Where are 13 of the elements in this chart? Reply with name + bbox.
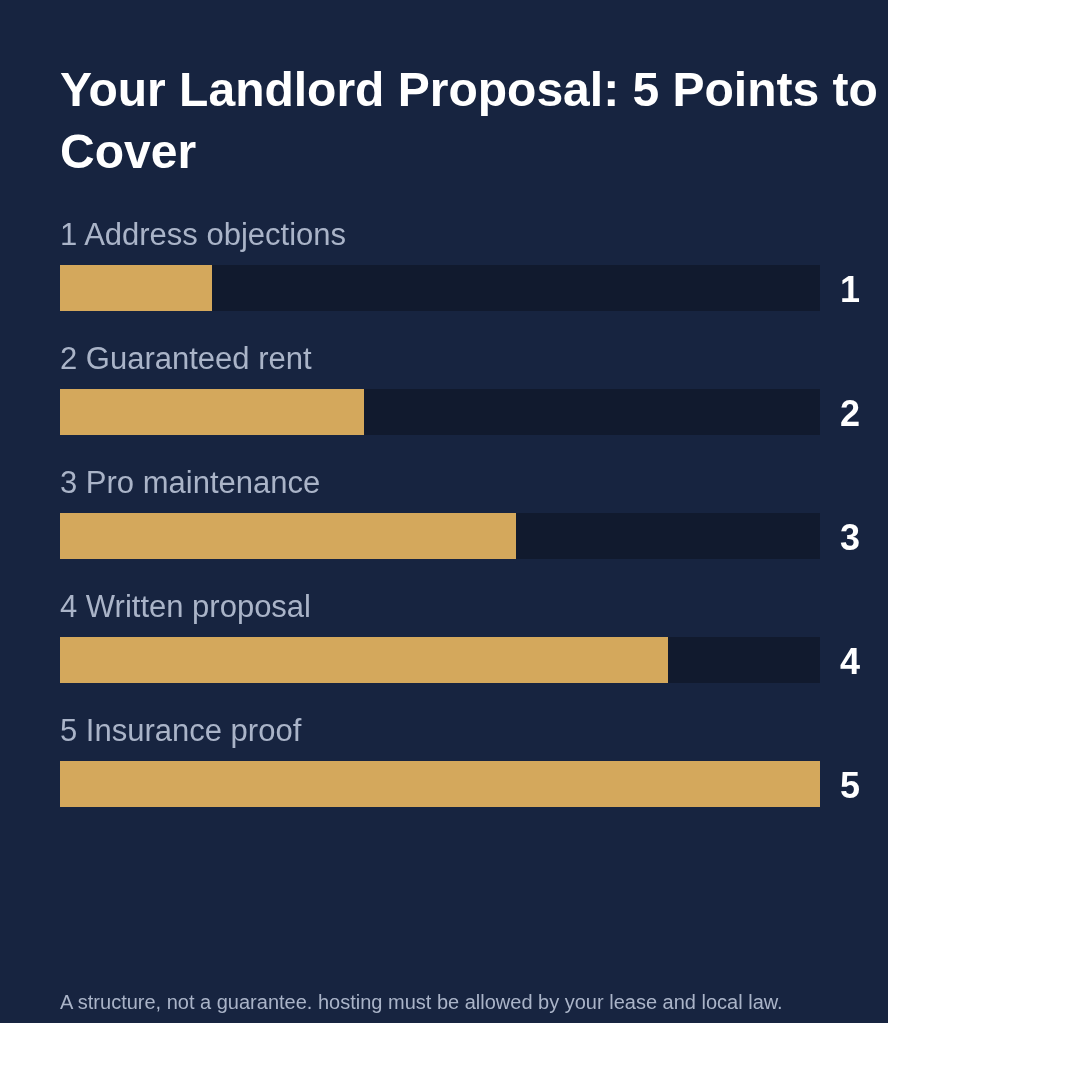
y-tick-label: 3 Pro maintenance (60, 465, 321, 500)
data-label: 3 (840, 517, 861, 558)
data-label: 2 (840, 393, 861, 434)
y-tick-label: 1 Address objections (60, 217, 347, 252)
chart-title: Your Landlord Proposal: 5 Points to Cover (60, 63, 878, 178)
y-tick-label: 2 Guaranteed rent (60, 341, 312, 376)
data-label: 5 (840, 765, 861, 806)
text: A structure, not a guarantee. hosting must be allowed by your lease and local law. (60, 991, 783, 1013)
bar (60, 265, 212, 311)
y-tick-label: 4 Written proposal (60, 589, 311, 624)
data-label: 4 (840, 641, 861, 682)
data-label: 1 (840, 269, 861, 310)
y-tick-label: 5 Insurance proof (60, 713, 302, 748)
